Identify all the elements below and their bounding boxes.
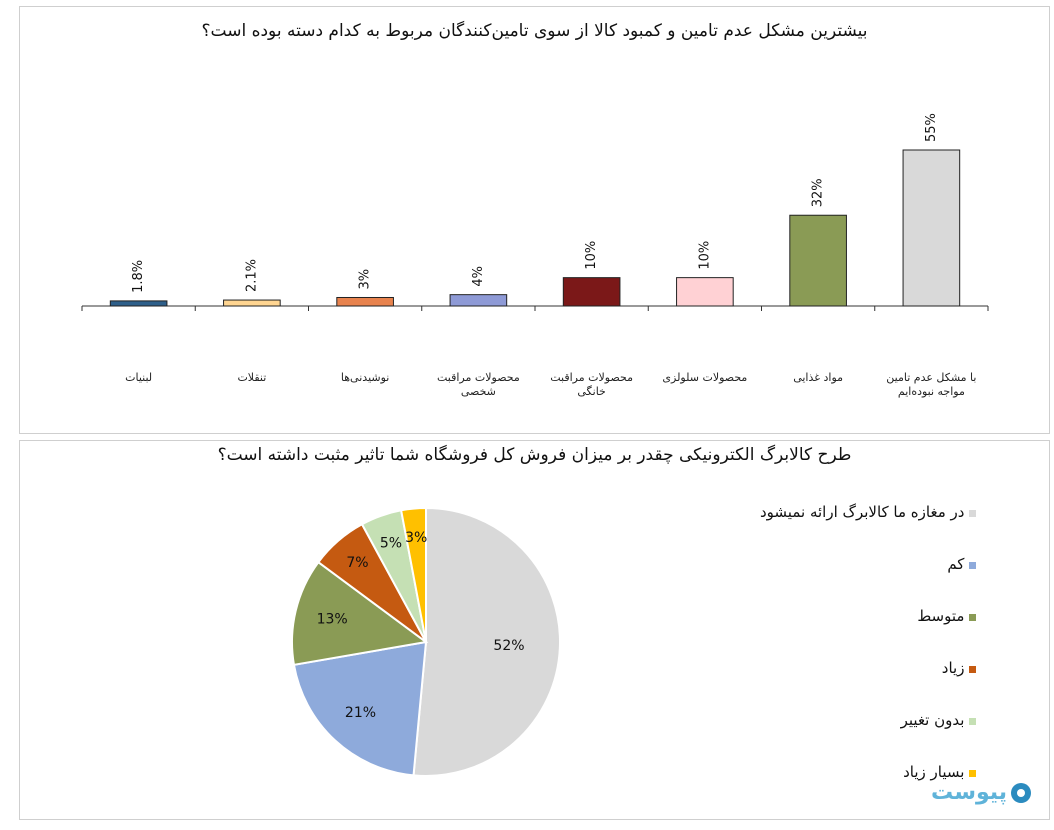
x-tick-label: محصولات مراقبت <box>550 371 633 384</box>
bar <box>223 299 281 307</box>
bar-value-label: 10% <box>584 241 599 270</box>
legend-swatch <box>969 718 977 725</box>
bar <box>336 296 394 307</box>
bar-value-label: 55% <box>924 113 939 142</box>
legend-item: کم <box>760 555 977 607</box>
bar-value-label: 1.8% <box>131 260 146 293</box>
legend-swatch <box>969 614 977 621</box>
legend-swatch <box>969 770 977 777</box>
bar-chart-title: بیشترین مشکل عدم تامین و کمبود کالا از س… <box>201 21 868 41</box>
pie-value-label: 52% <box>493 638 524 654</box>
legend-label: زیاد <box>941 659 965 677</box>
bar-value-label: 2.1% <box>244 259 259 292</box>
x-tick-label: مواجه نبوده‌ایم <box>898 385 965 398</box>
legend-label: بسیار زیاد <box>903 763 965 781</box>
pie-chart-panel: طرح کالابرگ الکترونیکی چقدر بر میزان فرو… <box>19 440 1050 820</box>
pie-value-label: 3% <box>405 530 427 546</box>
x-tick-label: با مشکل عدم تامین <box>886 371 976 384</box>
legend-swatch <box>969 666 977 673</box>
x-tick-label: شخصی <box>461 385 496 398</box>
legend-swatch <box>969 510 977 517</box>
legend-item: بسیار زیاد <box>760 763 977 815</box>
legend-item: متوسط <box>760 607 977 659</box>
legend-item: بدون تغییر <box>760 711 977 763</box>
bar-chart-svg: 1.8% لبنیات 2.1% تنقلات 3% نوشیدنی‌ها 4% محصولا… <box>81 113 989 398</box>
bar-value-label: 32% <box>811 178 826 207</box>
bar-value-label: 4% <box>471 266 486 287</box>
bar-chart-panel: بیشترین مشکل عدم تامین و کمبود کالا از س… <box>19 6 1050 434</box>
x-tick-label: نوشیدنی‌ها <box>341 371 389 384</box>
pie-value-label: 13% <box>317 612 348 628</box>
bar <box>902 149 961 307</box>
bar-value-label: 10% <box>697 241 712 270</box>
legend-label: متوسط <box>917 607 965 625</box>
bar <box>789 214 847 307</box>
legend-item: زیاد <box>760 659 977 711</box>
legend-label: بدون تغییر <box>900 711 965 729</box>
x-tick-label: خانگی <box>577 385 605 398</box>
bar-value-label: 3% <box>358 269 373 290</box>
legend-item: در مغازه ما کالابرگ ارائه نمیشود <box>760 503 977 555</box>
pie-slice <box>399 506 427 643</box>
pivot-logo-icon <box>1011 782 1031 803</box>
x-tick-label: لبنیات <box>125 371 152 384</box>
watermark-logo: پیوست <box>931 780 1031 805</box>
pie-legend: در مغازه ما کالابرگ ارائه نمیشود کم متوسط ز… <box>760 503 977 815</box>
pie-slice <box>412 506 561 777</box>
legend-label: کم <box>947 555 965 573</box>
x-tick-label: محصولات مراقبت <box>437 371 520 384</box>
pie-slice <box>292 640 428 777</box>
x-tick-label: محصولات سلولزی <box>662 371 747 384</box>
bar <box>676 277 734 307</box>
pie-value-label: 7% <box>346 555 368 571</box>
x-tick-label: تنقلات <box>237 371 266 384</box>
pie-slice <box>291 560 429 666</box>
legend-swatch <box>969 562 977 569</box>
bar <box>109 300 168 307</box>
pie-chart-svg: 52% 21% 13% 7% 5% 3% <box>291 506 561 777</box>
x-tick-label: مواد غذایی <box>793 371 843 384</box>
watermark-text: پیوست <box>931 780 1007 805</box>
bar <box>449 294 508 307</box>
bar <box>562 277 621 307</box>
pie-value-label: 21% <box>345 705 376 721</box>
pie-chart-title: طرح کالابرگ الکترونیکی چقدر بر میزان فرو… <box>217 445 852 465</box>
pie-value-label: 5% <box>380 536 402 552</box>
legend-label: در مغازه ما کالابرگ ارائه نمیشود <box>760 503 965 521</box>
